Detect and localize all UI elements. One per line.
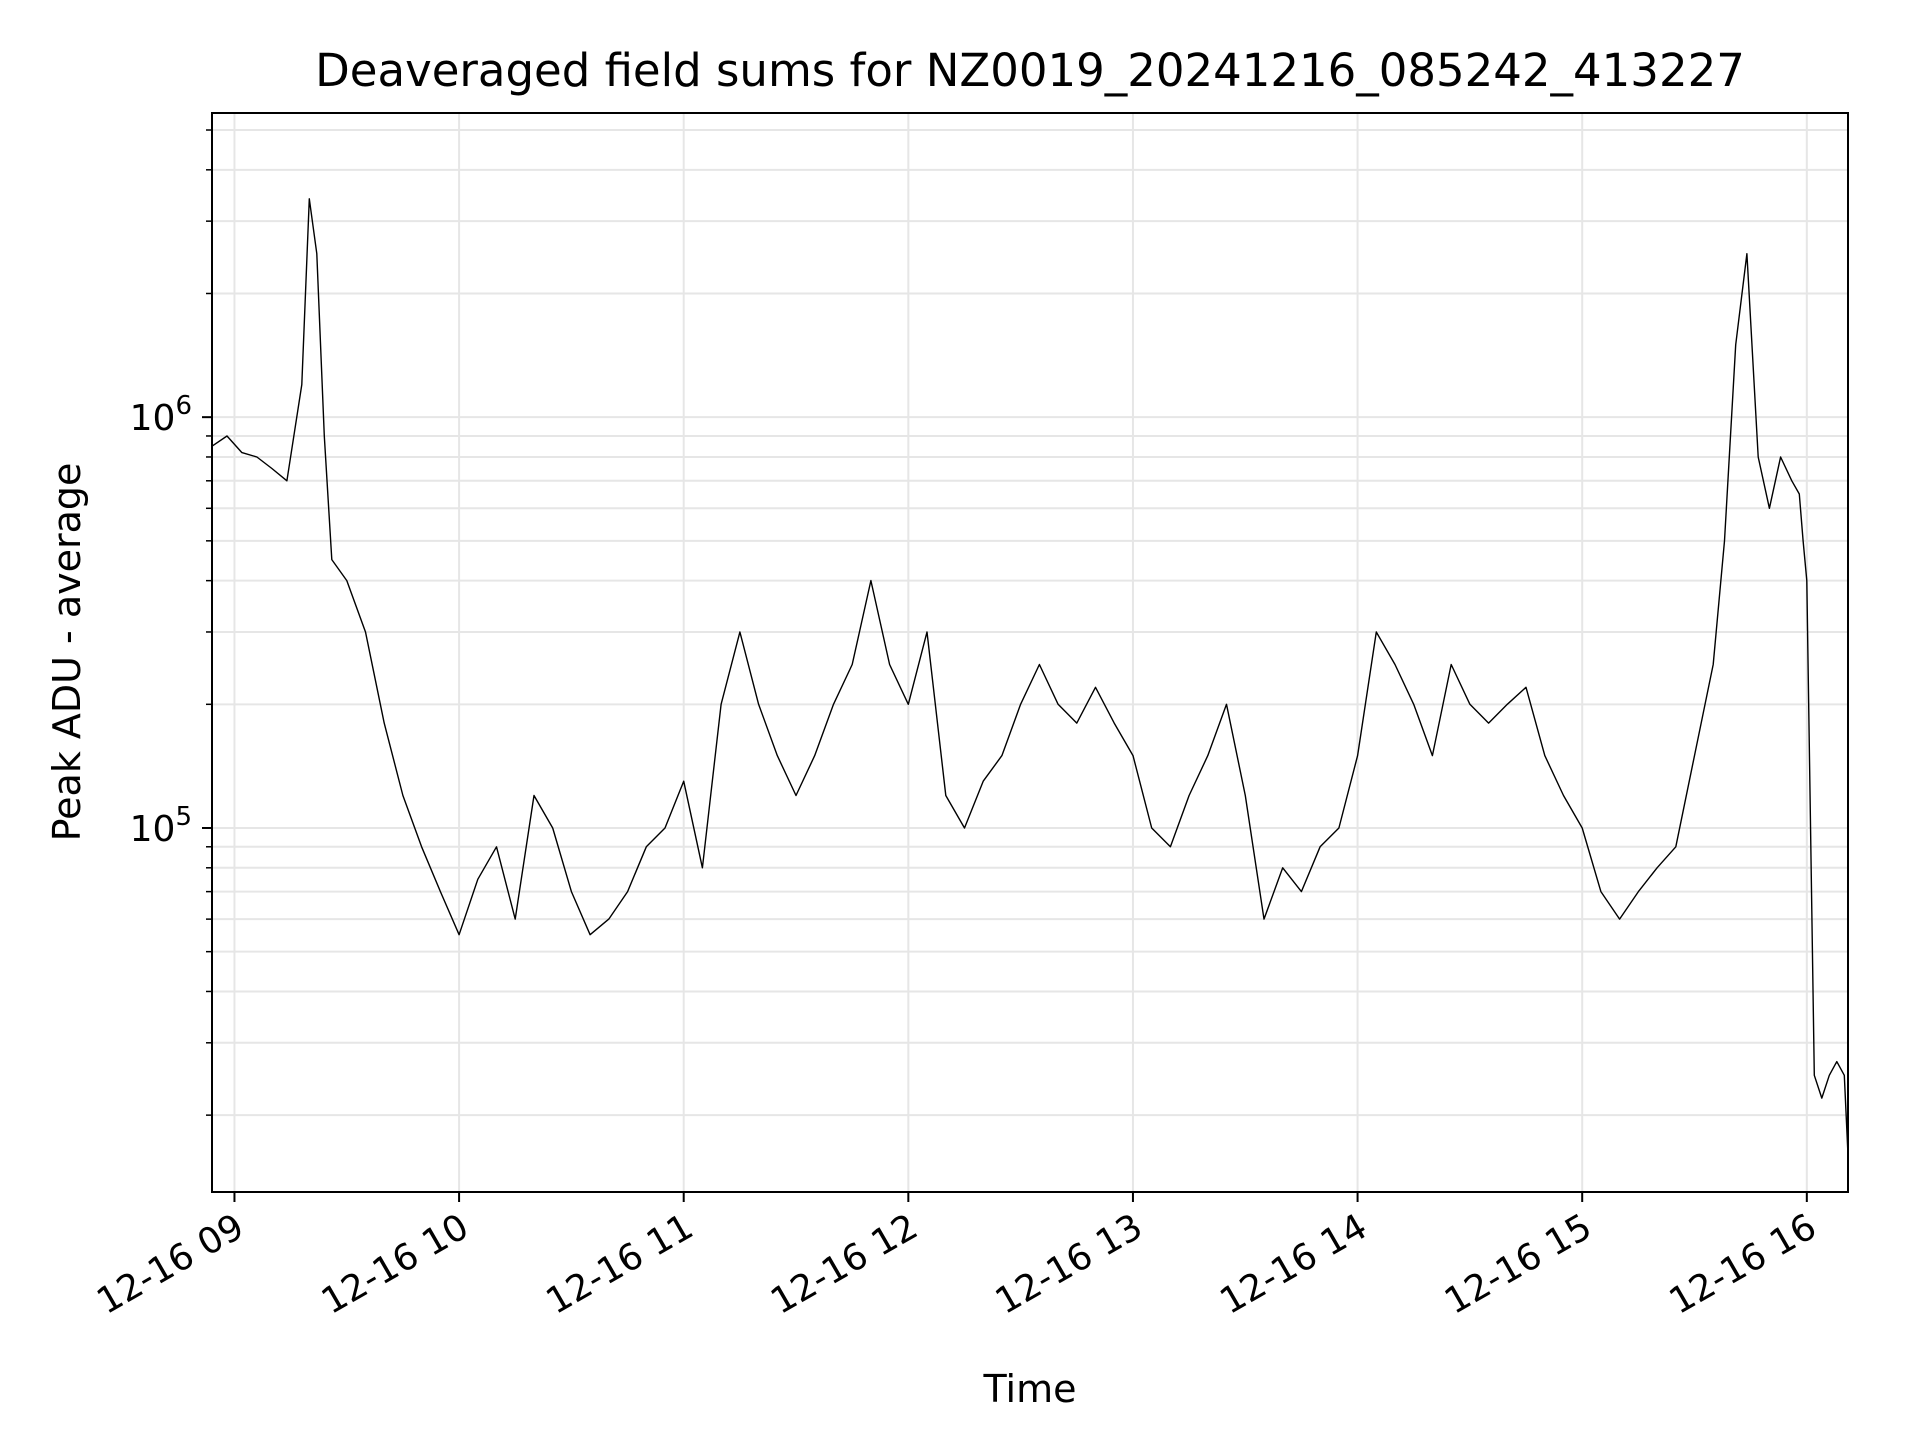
chart-title: Deaveraged field sums for NZ0019_2024121… xyxy=(315,44,1745,97)
x-tick-labels: 12-16 09 12-16 10 12-16 11 12-16 12 12-16 13… xyxy=(90,1206,1823,1322)
x-tick-label: 12-16 15 xyxy=(1438,1206,1599,1322)
x-tick-label: 12-16 09 xyxy=(90,1206,251,1322)
x-tick-label: 12-16 14 xyxy=(1213,1206,1374,1322)
y-axis-label: Peak ADU - average xyxy=(45,463,89,842)
y-tick-base: 10 xyxy=(130,398,176,439)
y-tick-label: 106 xyxy=(130,391,192,439)
x-axis-label: Time xyxy=(983,1367,1077,1411)
tick-marks xyxy=(202,129,1808,1202)
y-tick-base: 10 xyxy=(130,809,176,850)
y-tick-label: 105 xyxy=(130,802,192,850)
x-tick-label: 12-16 11 xyxy=(540,1206,701,1322)
y-tick-exponent: 5 xyxy=(175,802,192,832)
grid xyxy=(212,113,1848,1192)
y-tick-exponent: 6 xyxy=(175,391,192,421)
x-tick-label: 12-16 12 xyxy=(764,1206,925,1322)
x-tick-label: 12-16 13 xyxy=(989,1206,1150,1322)
plot-frame xyxy=(211,112,1849,1193)
x-tick-label: 12-16 10 xyxy=(315,1206,476,1322)
x-tick-label: 12-16 16 xyxy=(1663,1206,1824,1322)
series-line xyxy=(211,198,1849,1156)
